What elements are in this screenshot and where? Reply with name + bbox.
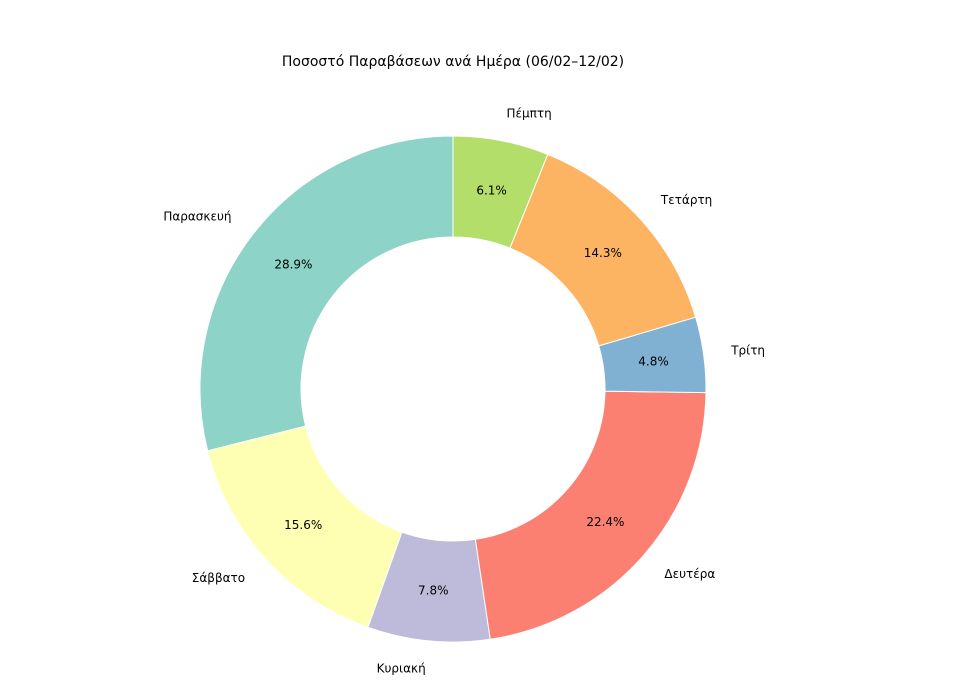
chart-title: Ποσοστό Παραβάσεων ανά Ημέρα (06/02–12/0…: [282, 54, 624, 70]
slice-5-category-label: Τετάρτη: [660, 193, 712, 207]
slice-4-percent-label: 4.8%: [638, 354, 669, 368]
slice-2-category-label: Κυριακή: [377, 662, 426, 676]
slice-0-category-label: Παρασκευή: [163, 209, 231, 223]
slice-6-wedge: [452, 135, 549, 249]
slice-3-percent-label: 22.4%: [586, 515, 624, 529]
slice-1-category-label: Σάββατο: [192, 571, 245, 585]
slice-6-percent-label: 6.1%: [476, 183, 507, 197]
slice-3-category-label: Δευτέρα: [664, 567, 715, 581]
labels-group: 28.9% Παρασκευή 15.6% Σάββατο 7.8% Κυριακή 22.…: [163, 106, 765, 675]
slice-6-category-label: Πέμπτη: [507, 106, 552, 120]
slice-2-percent-label: 7.8%: [418, 583, 449, 597]
slice-5-percent-label: 14.3%: [584, 246, 622, 260]
slices-group: [199, 135, 707, 643]
slice-0-percent-label: 28.9%: [274, 258, 312, 272]
slice-0-wedge: [199, 135, 454, 452]
slice-3-wedge: [474, 390, 707, 640]
slice-4-category-label: Τρίτη: [730, 344, 765, 358]
slice-1-percent-label: 15.6%: [284, 518, 322, 532]
